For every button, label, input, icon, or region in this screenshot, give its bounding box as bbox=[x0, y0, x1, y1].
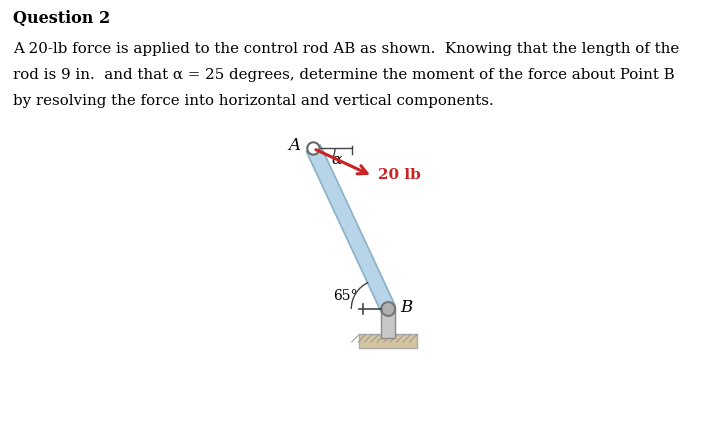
Text: A 20-lb force is applied to the control rod AB as shown.  Knowing that the lengt: A 20-lb force is applied to the control … bbox=[13, 42, 679, 56]
Text: α: α bbox=[332, 153, 342, 167]
Text: by resolving the force into horizontal and vertical components.: by resolving the force into horizontal a… bbox=[13, 94, 494, 108]
Bar bbox=[382, 309, 395, 338]
Circle shape bbox=[307, 142, 320, 155]
Text: rod is 9 in.  and that α = 25 degrees, determine the moment of the force about P: rod is 9 in. and that α = 25 degrees, de… bbox=[13, 68, 675, 82]
Text: 65°: 65° bbox=[333, 289, 357, 303]
Text: A: A bbox=[288, 137, 300, 154]
Text: 20 lb: 20 lb bbox=[378, 168, 421, 182]
Text: Question 2: Question 2 bbox=[13, 10, 110, 27]
Polygon shape bbox=[307, 145, 395, 312]
Circle shape bbox=[382, 302, 395, 316]
Text: B: B bbox=[400, 299, 413, 316]
Bar bbox=[359, 334, 417, 348]
